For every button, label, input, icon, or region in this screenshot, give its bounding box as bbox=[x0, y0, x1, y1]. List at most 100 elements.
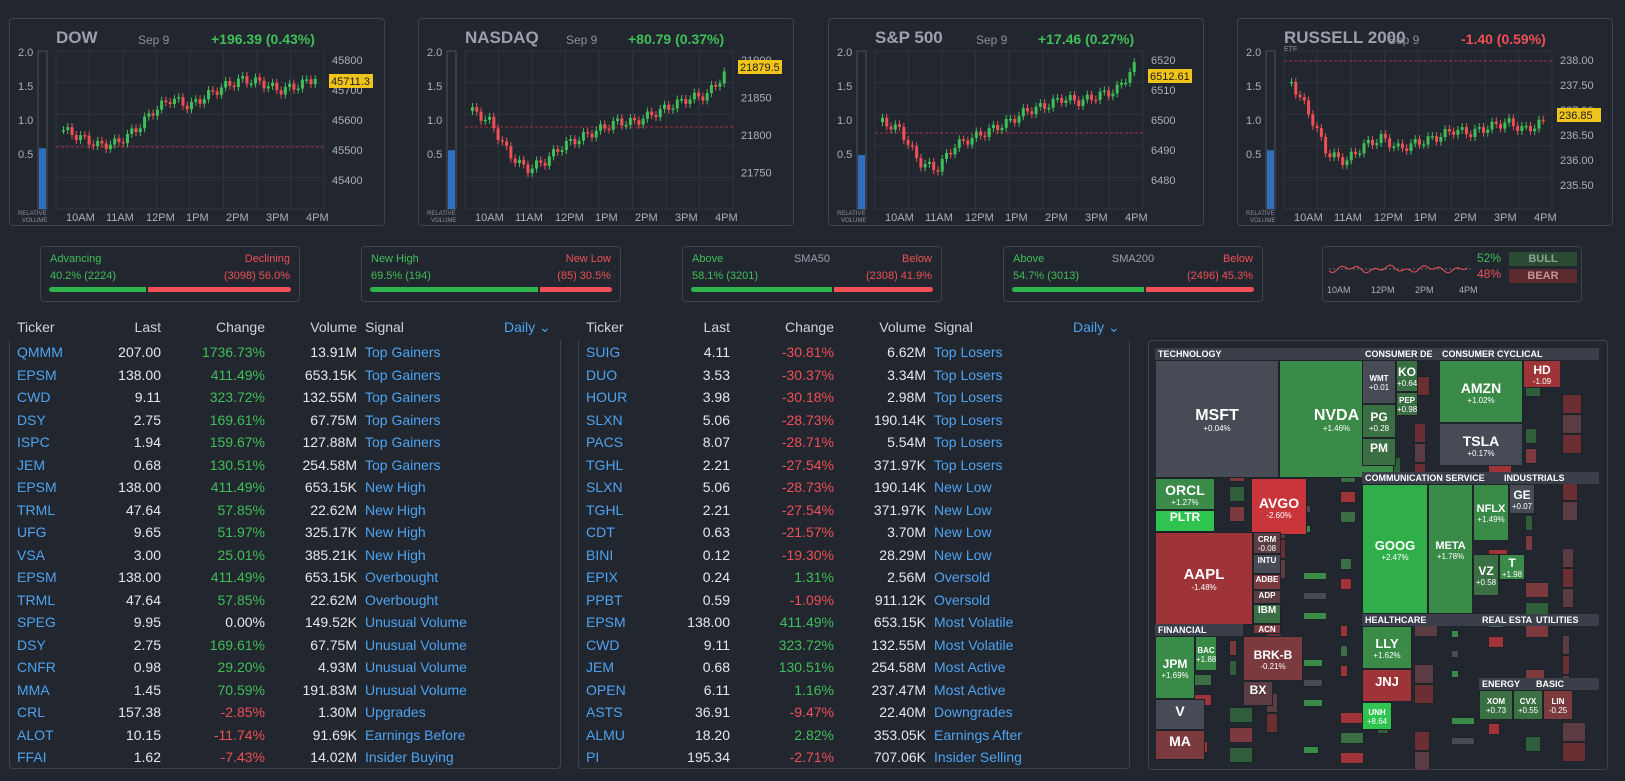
table-row[interactable]: TRML 47.64 57.85% 22.62M New High bbox=[9, 499, 559, 521]
heatmap-tile-v[interactable]: V bbox=[1155, 699, 1205, 730]
ticker-link[interactable]: VSA bbox=[17, 546, 46, 563]
signal-link[interactable]: Unusual Volume bbox=[365, 614, 467, 630]
table-row[interactable]: EPSM 138.00 411.49% 653.15K Most Volatile bbox=[578, 611, 1128, 633]
ticker-link[interactable]: ALMU bbox=[586, 726, 625, 743]
signal-link[interactable]: Top Losers bbox=[934, 411, 1003, 428]
heatmap-tile-jnj[interactable]: JNJ bbox=[1362, 669, 1412, 702]
ticker-link[interactable]: ALOT bbox=[17, 726, 54, 743]
heatmap-tile-tsla[interactable]: TSLA +0.17% bbox=[1439, 423, 1523, 466]
ticker-link[interactable]: SUIG bbox=[586, 344, 621, 360]
signal-link[interactable]: Oversold bbox=[934, 591, 991, 608]
ticker-link[interactable]: ISPC bbox=[17, 434, 50, 450]
sector-heatmap[interactable]: MSFT +0.04% NVDA +1.46% ORCL +1.27% PLTR AVGO -2… bbox=[1148, 340, 1608, 771]
signal-link[interactable]: Top Losers bbox=[934, 366, 1003, 383]
table-row[interactable]: CDT 0.63 -21.57% 3.70M New Low bbox=[578, 521, 1128, 543]
heatmap-tile-acn[interactable]: ACN bbox=[1253, 624, 1281, 634]
signal-link[interactable]: Earnings Before bbox=[365, 726, 466, 743]
heatmap-sector-label[interactable]: TECHNOLOGY bbox=[1155, 348, 1365, 360]
heatmap-tile-bx[interactable]: BX bbox=[1243, 681, 1273, 706]
right-table-header-signal[interactable]: Signal bbox=[934, 319, 973, 335]
table-row[interactable]: PI 195.34 -2.71% 707.06K Insider Selling bbox=[578, 746, 1128, 768]
heatmap-sector-label[interactable]: REAL ESTA bbox=[1479, 614, 1535, 626]
signal-link[interactable]: Top Gainers bbox=[365, 344, 441, 360]
table-row[interactable]: ASTS 36.91 -9.47% 22.40M Downgrades bbox=[578, 701, 1128, 723]
table-row[interactable]: DSY 2.75 169.61% 67.75M Top Gainers bbox=[9, 409, 559, 431]
ticker-link[interactable]: QMMM bbox=[17, 344, 63, 360]
signal-link[interactable]: Insider Buying bbox=[365, 749, 454, 765]
right-table-period-dropdown[interactable]: Daily ⌄ bbox=[1073, 319, 1120, 335]
table-row[interactable]: PACS 8.07 -28.71% 5.54M Top Losers bbox=[578, 431, 1128, 453]
signal-link[interactable]: Top Gainers bbox=[365, 366, 441, 383]
ticker-link[interactable]: DSY bbox=[17, 411, 46, 428]
signal-link[interactable]: Overbought bbox=[365, 591, 439, 608]
table-row[interactable]: SUIG 4.11 -30.81% 6.62M Top Losers bbox=[578, 341, 1128, 363]
signal-link[interactable]: New High bbox=[365, 524, 426, 540]
left-table-header-change[interactable]: Change bbox=[215, 319, 265, 335]
ticker-link[interactable]: UFG bbox=[17, 524, 47, 540]
heatmap-sector-label[interactable]: CONSUMER DE bbox=[1362, 348, 1442, 360]
heatmap-tile-ma[interactable]: MA bbox=[1155, 730, 1205, 760]
table-row[interactable]: SLXN 5.06 -28.73% 190.14K New Low bbox=[578, 476, 1128, 498]
table-row[interactable]: CWD 9.11 323.72% 132.55M Most Volatile bbox=[578, 634, 1128, 656]
heatmap-tile-t[interactable]: T +1.98 bbox=[1499, 554, 1525, 580]
heatmap-tile-ge[interactable]: GE +0.07 bbox=[1509, 484, 1535, 514]
ticker-link[interactable]: TRML bbox=[17, 591, 56, 608]
ticker-link[interactable]: DUO bbox=[586, 366, 618, 383]
heatmap-tile-pep[interactable]: PEP +0.98 bbox=[1396, 392, 1418, 416]
ticker-link[interactable]: TGHL bbox=[586, 456, 624, 473]
sentiment-panel[interactable]: 52% 48% BULL BEAR 10AM 12PM 2PM 4PM bbox=[1322, 246, 1582, 302]
table-row[interactable]: QMMM 207.00 1736.73% 13.91M Top Gainers bbox=[9, 341, 559, 363]
heatmap-tile-nflx[interactable]: NFLX +1.49% bbox=[1473, 484, 1509, 541]
table-row[interactable]: BINI 0.12 -19.30% 28.29M New Low bbox=[578, 544, 1128, 566]
ticker-link[interactable]: CDT bbox=[586, 524, 615, 540]
ticker-link[interactable]: FFAI bbox=[17, 749, 47, 765]
table-row[interactable]: JEM 0.68 130.51% 254.58M Top Gainers bbox=[9, 454, 559, 476]
ticker-link[interactable]: JEM bbox=[586, 659, 614, 675]
heatmap-tile-pg[interactable]: PG +0.28 bbox=[1362, 404, 1396, 438]
ticker-link[interactable]: CRL bbox=[17, 704, 46, 720]
ticker-link[interactable]: CNFR bbox=[17, 659, 56, 675]
heatmap-tile-vz[interactable]: VZ +0.58 bbox=[1473, 554, 1499, 596]
signal-link[interactable]: Top Losers bbox=[934, 344, 1003, 360]
signal-link[interactable]: Earnings After bbox=[934, 726, 1022, 743]
heatmap-tile-pm[interactable]: PM bbox=[1362, 438, 1396, 466]
heatmap-tile-crm[interactable]: CRM -0.08 bbox=[1253, 532, 1281, 554]
heatmap-tile-intu[interactable]: INTU bbox=[1253, 554, 1281, 574]
signal-link[interactable]: Top Losers bbox=[934, 434, 1003, 450]
ticker-link[interactable]: SLXN bbox=[586, 479, 623, 495]
signal-link[interactable]: New Low bbox=[934, 479, 992, 495]
right-table-header-last[interactable]: Last bbox=[703, 319, 730, 335]
heatmap-tile-meta[interactable]: META +1.78% bbox=[1428, 484, 1473, 614]
signal-link[interactable]: Most Volatile bbox=[934, 636, 1014, 653]
table-row[interactable]: DSY 2.75 169.61% 67.75M Unusual Volume bbox=[9, 634, 559, 656]
right-table-header-volume[interactable]: Volume bbox=[879, 319, 926, 335]
right-table-header-ticker[interactable]: Ticker bbox=[586, 319, 624, 335]
heatmap-tile-msft[interactable]: MSFT +0.04% bbox=[1155, 360, 1279, 478]
ticker-link[interactable]: HOUR bbox=[586, 389, 628, 405]
heatmap-tile-lly[interactable]: LLY +1.62% bbox=[1362, 626, 1412, 669]
breadth-panel-1[interactable]: New High 69.5% (194) New Low (85) 30.5% bbox=[361, 246, 621, 302]
breadth-panel-3[interactable]: Above 54.7% (3013) SMA200 Below (2496) 45.3% bbox=[1003, 246, 1263, 302]
heatmap-tile-adp[interactable]: ADP bbox=[1253, 590, 1281, 604]
table-row[interactable]: EPIX 0.24 1.31% 2.56M Oversold bbox=[578, 566, 1128, 588]
table-row[interactable]: PPBT 0.59 -1.09% 911.12K Oversold bbox=[578, 589, 1128, 611]
ticker-link[interactable]: BINI bbox=[586, 546, 614, 563]
signal-link[interactable]: Unusual Volume bbox=[365, 681, 467, 698]
ticker-link[interactable]: EPSM bbox=[586, 614, 626, 630]
left-table-header-signal[interactable]: Signal bbox=[365, 319, 404, 335]
table-row[interactable]: SLXN 5.06 -28.73% 190.14K Top Losers bbox=[578, 409, 1128, 431]
heatmap-sector-label[interactable]: COMMUNICATION SERVICE bbox=[1362, 472, 1502, 484]
signal-link[interactable]: Top Losers bbox=[934, 456, 1003, 473]
table-row[interactable]: TGHL 2.21 -27.54% 371.97K Top Losers bbox=[578, 454, 1128, 476]
table-row[interactable]: DUO 3.53 -30.37% 3.34M Top Losers bbox=[578, 364, 1128, 386]
left-table-period-dropdown[interactable]: Daily ⌄ bbox=[504, 319, 551, 335]
heatmap-sector-label[interactable]: BASIC bbox=[1533, 678, 1599, 690]
heatmap-tile-avgo[interactable]: AVGO -2.60% bbox=[1251, 478, 1307, 535]
signal-link[interactable]: New Low bbox=[934, 546, 992, 563]
table-row[interactable]: CNFR 0.98 29.20% 4.93M Unusual Volume bbox=[9, 656, 559, 678]
signal-link[interactable]: Oversold bbox=[934, 569, 991, 585]
table-row[interactable]: EPSM 138.00 411.49% 653.15K Overbought bbox=[9, 566, 559, 588]
signal-link[interactable]: Most Active bbox=[934, 681, 1006, 698]
table-row[interactable]: JEM 0.68 130.51% 254.58M Most Active bbox=[578, 656, 1128, 678]
table-row[interactable]: FFAI 1.62 -7.43% 14.02M Insider Buying bbox=[9, 746, 559, 768]
